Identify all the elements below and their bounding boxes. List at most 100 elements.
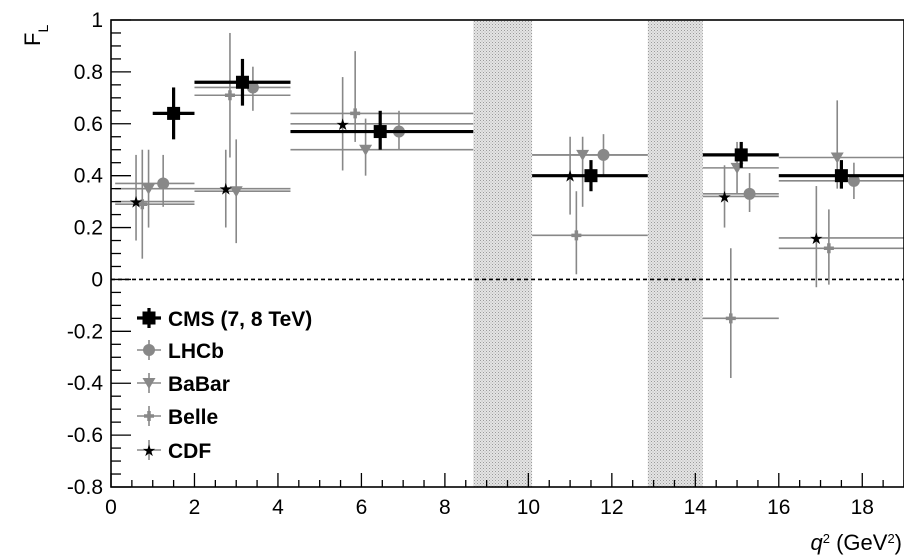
data-point bbox=[194, 139, 291, 244]
point-marker bbox=[373, 125, 387, 139]
point-marker bbox=[576, 149, 590, 161]
point-marker bbox=[830, 152, 844, 164]
y-tick-label: 1 bbox=[91, 9, 103, 32]
x-axis-label-unit: (GeV bbox=[830, 530, 888, 555]
point-marker bbox=[571, 230, 582, 241]
data-point: ★ bbox=[702, 165, 779, 228]
data-point bbox=[702, 248, 779, 379]
x-tick-label: 8 bbox=[439, 496, 451, 519]
y-tick-label: -0.6 bbox=[67, 424, 103, 447]
data-point bbox=[290, 110, 474, 150]
y-tick-label: -0.4 bbox=[67, 372, 104, 395]
legend-label: LHCb bbox=[168, 340, 224, 363]
data-point bbox=[778, 160, 904, 189]
series-triangle-down bbox=[115, 100, 904, 244]
data-point bbox=[290, 118, 474, 176]
vetoed-band-0 bbox=[473, 20, 533, 487]
legend-entry: CMS (7, 8 TeV) bbox=[137, 308, 312, 331]
data-point bbox=[290, 51, 474, 142]
series-square bbox=[152, 58, 904, 192]
vetoed-bands bbox=[473, 20, 703, 487]
y-tick-label: 0.2 bbox=[74, 217, 103, 240]
legend-marker bbox=[142, 378, 156, 389]
x-axis-label: q2 (GeV2) bbox=[810, 530, 902, 555]
x-tick-label: 10 bbox=[517, 496, 540, 519]
y-tick-label: 0.8 bbox=[74, 61, 103, 84]
point-marker bbox=[235, 75, 249, 89]
data-point bbox=[115, 149, 195, 259]
point-marker bbox=[847, 174, 860, 187]
data-point bbox=[532, 160, 648, 192]
legend-entry: LHCb bbox=[137, 340, 224, 363]
legend-label: Belle bbox=[168, 406, 218, 429]
y-tick-label: -0.8 bbox=[67, 476, 103, 499]
y-axis-label-sub: L bbox=[35, 25, 51, 33]
x-tick-label: 16 bbox=[767, 496, 790, 519]
data-point bbox=[115, 149, 195, 228]
point-marker bbox=[584, 169, 598, 183]
point-marker bbox=[350, 108, 361, 119]
data-point: ★ bbox=[778, 186, 904, 288]
point-marker bbox=[359, 144, 373, 156]
x-tick-label: 18 bbox=[851, 496, 874, 519]
x-tick-label: 2 bbox=[189, 496, 201, 519]
legend-marker bbox=[142, 311, 156, 325]
x-axis-label-unit-sup: 2 bbox=[887, 531, 894, 546]
x-tick-label: 6 bbox=[356, 496, 368, 519]
point-marker bbox=[823, 243, 834, 254]
legend-label: CDF bbox=[168, 440, 211, 463]
legend-marker bbox=[144, 411, 154, 421]
x-tick-label: 4 bbox=[272, 496, 284, 519]
point-marker: ★ bbox=[809, 231, 823, 248]
series-layer: ★★★★★★ bbox=[115, 32, 904, 379]
x-tick-label: 14 bbox=[684, 496, 708, 519]
x-axis-label-sup: 2 bbox=[823, 531, 830, 546]
point-marker: ★ bbox=[335, 117, 349, 134]
legend-entry: Belle bbox=[137, 406, 218, 429]
point-marker: ★ bbox=[717, 189, 731, 206]
x-axis-label-unit-close: ) bbox=[895, 530, 902, 555]
y-tick-label: 0.6 bbox=[74, 113, 103, 136]
data-point: ★ bbox=[290, 77, 474, 171]
point-marker: ★ bbox=[129, 195, 143, 212]
x-axis-label-main: q bbox=[810, 530, 823, 555]
x-tick-label: 0 bbox=[105, 496, 117, 519]
y-tick-label: 0.4 bbox=[74, 165, 104, 188]
vetoed-band-1 bbox=[647, 20, 703, 487]
data-point bbox=[778, 209, 904, 285]
data-point bbox=[194, 58, 291, 106]
y-axis-label: FL bbox=[20, 25, 51, 46]
data-point bbox=[702, 173, 779, 212]
point-marker bbox=[224, 90, 235, 101]
point-marker bbox=[834, 169, 848, 183]
point-marker bbox=[142, 183, 156, 195]
point-marker: ★ bbox=[219, 182, 233, 199]
point-marker bbox=[725, 313, 736, 324]
data-point bbox=[532, 191, 648, 275]
legend-entry: ★ CDF bbox=[137, 440, 211, 463]
point-marker bbox=[246, 81, 259, 94]
y-tick-label: -0.2 bbox=[67, 320, 103, 343]
x-tick-label: 12 bbox=[600, 496, 623, 519]
y-tick-label: 0 bbox=[91, 268, 103, 291]
legend-marker: ★ bbox=[142, 443, 156, 460]
data-point bbox=[115, 154, 195, 207]
legend-entry: BaBar bbox=[137, 373, 230, 396]
legend-marker bbox=[143, 344, 155, 356]
legend-label: CMS (7, 8 TeV) bbox=[168, 308, 312, 331]
data-point bbox=[152, 87, 195, 140]
legend: CMS (7, 8 TeV) LHCb BaBar Belle ★ CDF bbox=[137, 308, 312, 463]
data-point bbox=[532, 136, 648, 207]
y-axis-ticks: -0.8 -0.6 -0.4 -0.2 0 0.2 0.4 0.6 0.8 1 bbox=[67, 9, 131, 499]
data-point: ★ bbox=[115, 154, 195, 241]
point-marker bbox=[167, 106, 181, 120]
point-marker bbox=[157, 177, 170, 190]
point-marker bbox=[734, 148, 748, 162]
data-point: ★ bbox=[194, 149, 291, 228]
legend-label: BaBar bbox=[168, 373, 230, 396]
point-marker bbox=[743, 187, 756, 200]
x-axis-ticks: 0 2 4 6 8 10 12 14 16 18 bbox=[105, 473, 904, 519]
y-axis-label-main: F bbox=[20, 33, 45, 46]
data-point bbox=[702, 141, 779, 168]
